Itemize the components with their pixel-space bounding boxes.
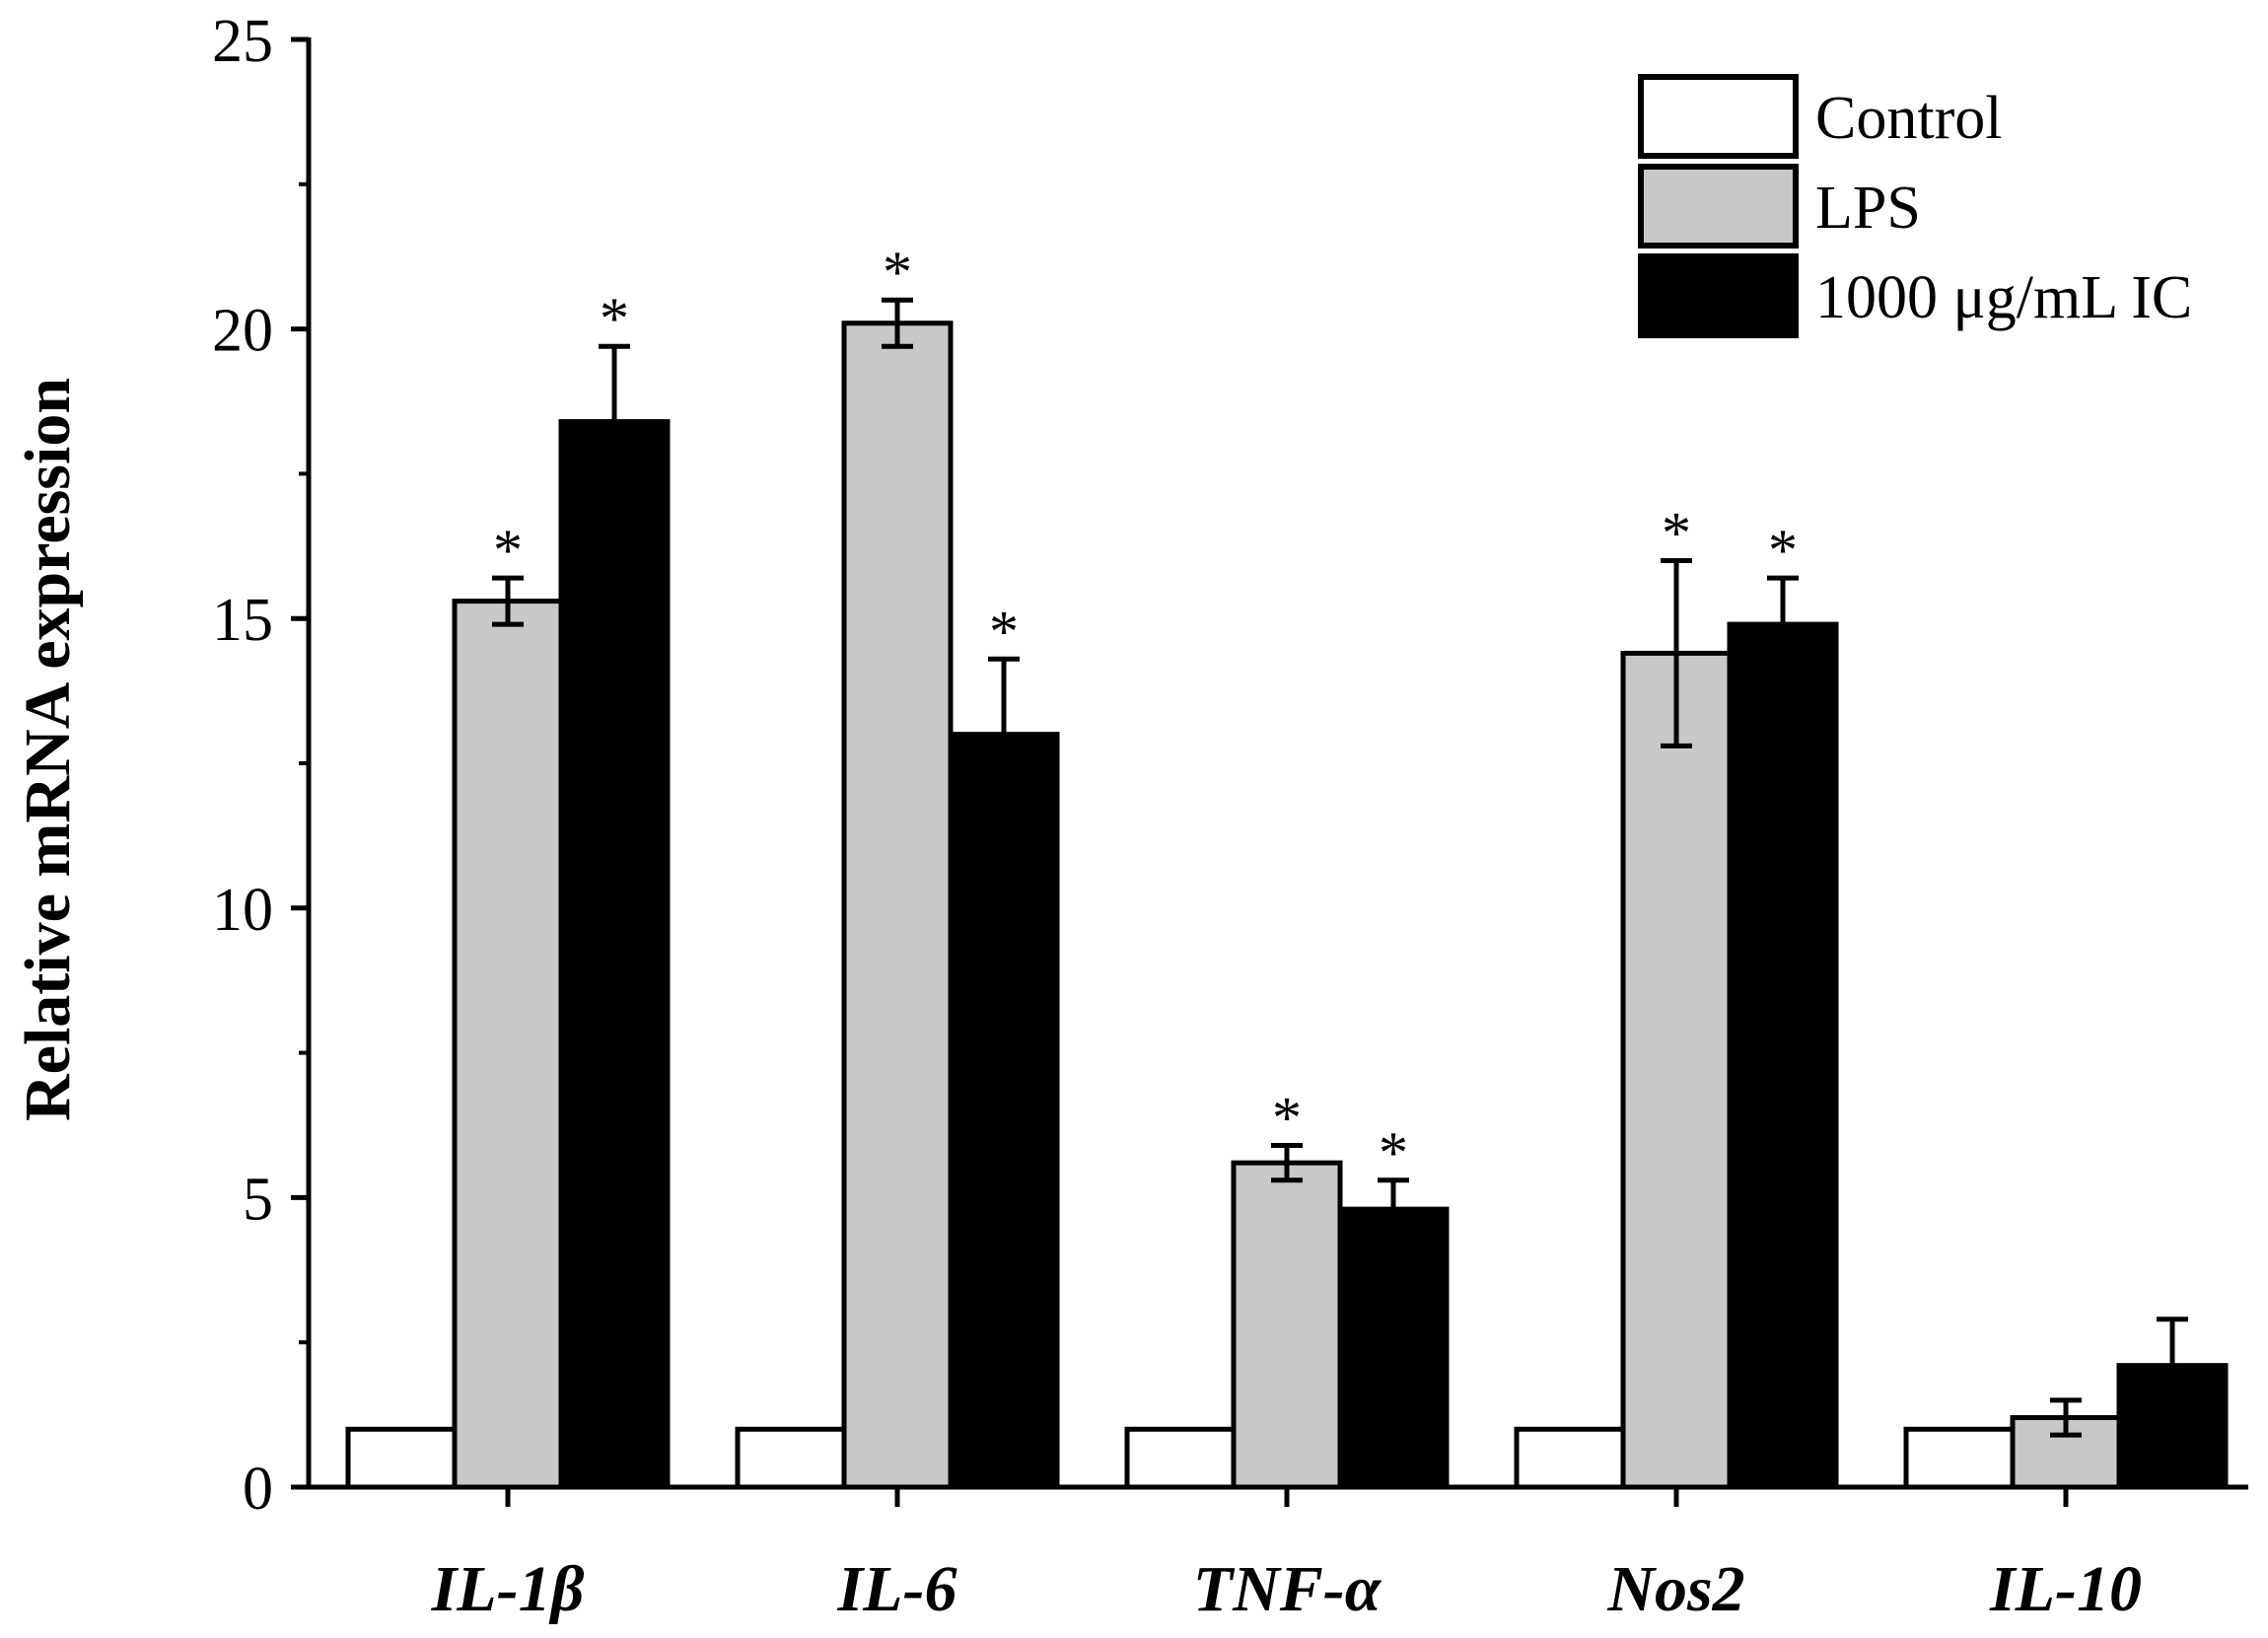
significance-star: *	[1379, 1120, 1408, 1185]
y-tick-label: 5	[243, 1166, 273, 1233]
y-tick-label: 10	[212, 877, 273, 944]
bar-1000-g-ml-ic-2	[1337, 1206, 1450, 1490]
x-category-label: IL-10	[1989, 1553, 2142, 1625]
bar-1000-g-ml-ic-0	[558, 419, 671, 1490]
y-tick-label: 25	[212, 8, 273, 75]
legend-swatch	[1638, 253, 1799, 338]
significance-markers-group: * * * * * * * *	[493, 240, 1798, 1185]
bar-1000-g-ml-ic-1	[948, 732, 1060, 1490]
bar-control-1	[735, 1426, 847, 1490]
axes: 0 5 10 15 20 25 IL-1β IL-6 TNF-α Nos2 IL-10	[212, 8, 2248, 1625]
significance-star: *	[493, 518, 523, 583]
significance-star: *	[1662, 500, 1691, 565]
bar-lps-0	[452, 599, 564, 1490]
x-category-label: IL-6	[837, 1553, 957, 1625]
x-category-label: TNF-α	[1193, 1553, 1382, 1625]
significance-star: *	[600, 286, 629, 351]
significance-star: *	[1272, 1086, 1302, 1151]
bar-lps-1	[841, 320, 954, 1490]
bar-control-3	[1514, 1426, 1626, 1490]
y-axis-label: Relative mRNA expression	[12, 378, 84, 1121]
significance-star: *	[989, 599, 1019, 664]
error-bars-group	[492, 297, 2188, 1438]
bars-group	[345, 320, 2229, 1490]
bar-control-2	[1124, 1426, 1237, 1490]
significance-star: *	[1768, 518, 1798, 583]
significance-star: *	[883, 240, 912, 305]
bar-lps-2	[1231, 1160, 1343, 1490]
legend-swatch	[1638, 74, 1799, 159]
bar-control-0	[345, 1426, 458, 1490]
legend-label: 1000 μg/mL IC	[1815, 264, 2192, 331]
legend: Control LPS 1000 μg/mL IC	[1638, 74, 2192, 338]
y-tick-label: 20	[212, 298, 273, 365]
x-category-label: Nos2	[1606, 1553, 1744, 1625]
y-tick-label: 0	[243, 1456, 273, 1523]
x-category-label: IL-1β	[431, 1553, 585, 1625]
bar-1000-g-ml-ic-3	[1727, 621, 1839, 1490]
legend-label: LPS	[1815, 175, 1921, 242]
bar-lps-3	[1620, 650, 1733, 1490]
y-tick-label: 15	[212, 587, 273, 654]
bar-control-4	[1903, 1426, 2016, 1490]
legend-label: Control	[1815, 85, 2002, 152]
legend-swatch	[1638, 164, 1799, 249]
